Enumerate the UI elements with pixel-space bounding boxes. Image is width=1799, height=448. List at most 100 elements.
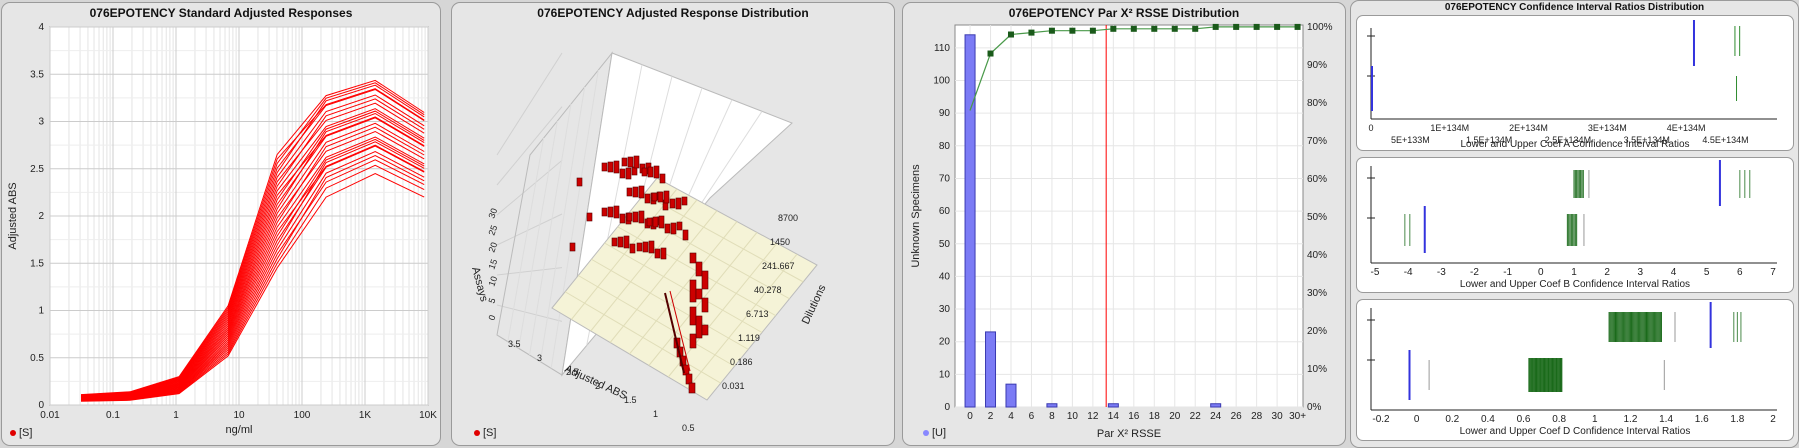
- distribution-bar: [675, 197, 682, 210]
- distribution-bar: [676, 221, 683, 231]
- cumulative-point: [1233, 23, 1240, 30]
- legend-s-2: [S]: [474, 427, 496, 439]
- y-tick-label: 1450: [770, 237, 790, 247]
- x-axis-label: Par X² RSSE: [1097, 428, 1161, 440]
- distribution-bar: [601, 162, 608, 172]
- distribution-bar: [652, 216, 659, 228]
- distribution-bar: [653, 165, 660, 179]
- distribution-bar: [659, 173, 666, 184]
- distribution-bar: [623, 235, 630, 249]
- distribution-bar: [613, 160, 620, 174]
- x-tick-label: -4: [1404, 267, 1413, 278]
- distribution-bar: [701, 297, 709, 313]
- distribution-bar: [633, 155, 640, 169]
- floor-gridline: [604, 242, 763, 333]
- y2-tick-label: 0%: [1307, 402, 1322, 413]
- coef-d-subpanel: -0.2 0 0.2 0.4 0.6 0.8 1 1.2 1.4 1.6 1.8 2 Lower and…: [1356, 299, 1794, 441]
- distribution-bar: [664, 292, 685, 374]
- x-tick-label: 0.8: [1552, 414, 1566, 425]
- x-tick-label: 1.6: [1695, 414, 1709, 425]
- x-tick-label: 3.5: [508, 339, 521, 349]
- distribution-bar: [642, 241, 649, 253]
- response-distribution-chart: 0 5 10 15 20 25 30 3.5 3 2.5 2 1.5 1 0.5 0.031 0.186 1.1…: [469, 51, 829, 433]
- distribution-bar: [644, 193, 651, 204]
- legend-label: [U]: [932, 427, 947, 439]
- distribution-bar: [641, 167, 648, 177]
- x-tick-label: 2: [595, 381, 600, 391]
- x-tick-label: 2: [988, 411, 994, 422]
- cumulative-point: [1028, 29, 1035, 36]
- x-axis-label: Adjusted ABS: [563, 363, 629, 402]
- x-tick-label: 1K: [359, 410, 372, 421]
- y-tick-label: 110: [934, 43, 950, 54]
- x-tick-label: 0: [1414, 414, 1420, 425]
- response-distribution-panel: 076EPOTENCY Adjusted Response Distributi…: [451, 2, 895, 446]
- distribution-bar: [648, 240, 655, 254]
- x-tick-label: 20: [1169, 411, 1181, 422]
- x-tick-label: 0.4: [1481, 414, 1495, 425]
- y2-tick-label: 60%: [1307, 174, 1327, 185]
- x-tick-label: 1.2: [1624, 414, 1638, 425]
- cumulative-point: [1130, 25, 1137, 32]
- distribution-bar: [627, 156, 634, 168]
- cumulative-point: [1192, 25, 1199, 32]
- x-tick-label: 6: [1737, 267, 1743, 278]
- distribution-bar: [685, 373, 693, 385]
- wall-gridline: [518, 120, 558, 349]
- distribution-bar: [621, 157, 628, 167]
- y-tick-label: 1: [38, 306, 44, 317]
- x-axis-label: ng/ml: [226, 424, 253, 436]
- x-tick-label: 24: [1210, 411, 1222, 422]
- cumulative-point: [1171, 25, 1178, 32]
- y-tick-label: 3.5: [30, 69, 44, 80]
- distribution-bar: [688, 382, 696, 394]
- x-tick-label: 4.5E+134M: [1702, 135, 1748, 145]
- distribution-bar: [654, 248, 661, 259]
- x-tick-label: -1: [1503, 267, 1512, 278]
- confidence-ratios-panel: 076EPOTENCY Confidence Interval Ratios D…: [1350, 0, 1799, 448]
- y-tick-label: 0: [38, 400, 44, 411]
- y-tick-label: 40.278: [754, 285, 782, 295]
- rsse-bar: [985, 331, 997, 408]
- y2-tick-label: 20%: [1307, 326, 1327, 337]
- y2-tick-label: 70%: [1307, 136, 1327, 147]
- x-tick-label: 2.5: [566, 367, 579, 377]
- y2-tick-label: 10%: [1307, 364, 1327, 375]
- x-tick-label: 2: [1604, 267, 1610, 278]
- cumulative-point: [1212, 23, 1219, 30]
- response-series-line: [80, 79, 425, 396]
- x-tick-label: 30: [1272, 411, 1284, 422]
- distribution-bar: [701, 324, 709, 336]
- distribution-bar: [658, 215, 665, 229]
- x-axis-label: Lower and Upper Coef A Confidence Interv…: [1460, 139, 1689, 150]
- y-tick-label: 1.119: [738, 333, 760, 343]
- x-axis-label: Lower and Upper Coef D Confidence Interv…: [1460, 426, 1691, 437]
- rsse-bar: [964, 34, 976, 408]
- coef-b-subpanel: -5 -4 -3 -2 -1 0 1 2 3 4 5 6 7 Lower and Upper Coef B…: [1356, 157, 1794, 293]
- wall-gridline: [496, 304, 563, 322]
- distribution-bar: [638, 210, 645, 224]
- distribution-bar: [695, 288, 703, 300]
- x-tick-label: 0.01: [40, 410, 60, 421]
- distribution-bar: [695, 315, 703, 339]
- z-tick-label: 25: [486, 224, 499, 237]
- y-tick-label: 60: [939, 206, 951, 217]
- wall-gridline: [507, 137, 545, 342]
- distribution-bar: [663, 190, 670, 204]
- distribution-bar: [632, 186, 639, 198]
- rsse-bar: [1210, 403, 1222, 408]
- x-tick-label: 0.2: [1445, 414, 1459, 425]
- cumulative-point: [1274, 23, 1281, 30]
- distribution-bar: [576, 177, 583, 187]
- legend-dot: [923, 430, 929, 437]
- x-tick-label: 7: [1770, 267, 1776, 278]
- wall-gridline: [496, 267, 563, 276]
- wall-gridline: [496, 213, 563, 246]
- wall-gridline: [550, 69, 599, 369]
- coef-b-chart: -5 -4 -3 -2 -1 0 1 2 3 4 5 6 7 Lower and Upper Coef B…: [1367, 160, 1777, 290]
- cumulative-point: [1253, 23, 1260, 30]
- wall-gridline: [496, 159, 563, 216]
- distribution-bar: [626, 187, 633, 197]
- x-tick-label: 1: [173, 410, 179, 421]
- x-tick-label: 14: [1108, 411, 1120, 422]
